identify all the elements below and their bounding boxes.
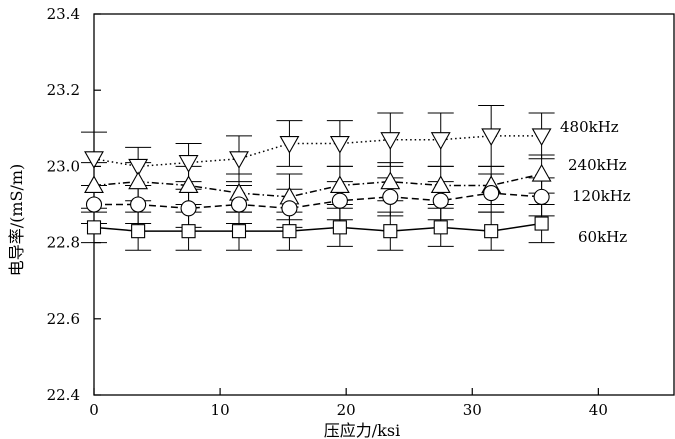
square-marker [484, 224, 499, 239]
circle-marker [85, 196, 103, 213]
triangle-down-marker [178, 155, 199, 173]
series-label-60kHz: 60kHz [578, 228, 627, 246]
y-tick-label: 23.0 [47, 157, 80, 175]
x-tick-label: 10 [211, 401, 230, 419]
series-line-60kHz [93, 222, 542, 232]
series-labels: 480kHz 240kHz 120kHz 60kHz [560, 118, 631, 246]
circle-marker [331, 192, 348, 209]
circle-marker [180, 200, 197, 217]
triangle-down-marker [430, 132, 451, 150]
series-label-240kHz: 240kHz [568, 156, 627, 174]
triangle-down-marker [329, 135, 350, 154]
circle-marker [130, 196, 147, 213]
square-marker [181, 224, 196, 239]
y-tick-label: 22.4 [47, 386, 80, 404]
triangle-down-marker [380, 132, 401, 150]
circle-marker [382, 188, 399, 205]
series-lines [93, 135, 542, 232]
square-marker [282, 224, 297, 239]
triangle-down-marker [128, 158, 149, 177]
x-axis-label: 压应力/ksi [324, 421, 400, 439]
x-tick-label: 30 [463, 401, 482, 419]
square-marker [231, 224, 247, 239]
triangle-up-marker [178, 175, 199, 193]
axes: 0 10 20 30 40 22.4 22.6 22.8 23.0 23.2 23.4 [47, 5, 608, 419]
triangle-up-marker [329, 175, 350, 193]
square-marker [86, 220, 102, 235]
x-tick-label: 20 [337, 401, 356, 419]
y-tick-label: 22.8 [47, 234, 80, 252]
y-tick-label: 22.6 [47, 310, 80, 328]
triangle-down-marker [84, 151, 104, 169]
series-markers [84, 128, 552, 239]
square-marker [433, 220, 448, 235]
triangle-up-marker [430, 175, 451, 193]
square-marker [383, 224, 398, 239]
series-line-480kHz [93, 135, 542, 168]
series-line-120kHz [94, 192, 542, 210]
circle-marker [533, 188, 550, 205]
y-tick-label: 23.4 [47, 5, 80, 23]
y-axis-label: 电导率/(mS/m) [7, 164, 26, 277]
square-marker [534, 216, 549, 231]
circle-marker [483, 185, 500, 202]
triangle-down-marker [229, 151, 249, 169]
triangle-up-marker [84, 175, 104, 193]
x-tick-label: 40 [589, 401, 608, 419]
series-label-120kHz: 120kHz [572, 187, 631, 205]
square-marker [131, 224, 146, 239]
y-tick-label: 23.2 [47, 81, 80, 99]
triangle-up-marker [128, 171, 149, 190]
series-line-240kHz [93, 173, 542, 198]
x-tick-label: 0 [89, 401, 99, 419]
series-label-480kHz: 480kHz [560, 118, 619, 136]
circle-marker [281, 200, 298, 217]
triangle-up-marker [380, 171, 401, 190]
circle-marker [230, 196, 248, 213]
triangle-up-marker [531, 163, 552, 182]
triangle-down-marker [481, 128, 502, 147]
triangle-down-marker [531, 128, 552, 147]
square-marker [332, 220, 347, 235]
circle-marker [432, 192, 449, 209]
triangle-down-marker [279, 135, 300, 154]
